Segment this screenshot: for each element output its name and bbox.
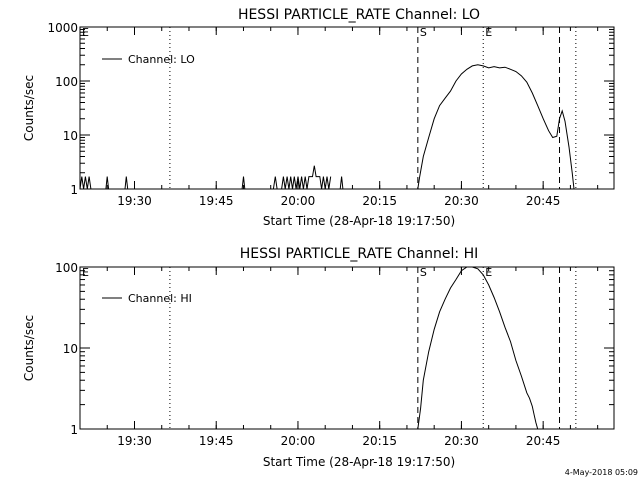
chart-hi-panel: HESSI PARTICLE_RATE Channel: HI Start Tim… (22, 246, 615, 469)
lo-series-line (124, 176, 129, 190)
lo-event-marker-label: S (420, 26, 427, 39)
lo-series-line (79, 176, 92, 190)
hi-x-axis-label: Start Time (28-Apr-18 19:17:50) (263, 455, 455, 469)
hi-y-tick-label: 1 (70, 423, 78, 437)
lo-y-axis-label: Counts/sec (22, 75, 36, 141)
lo-series-line (241, 176, 246, 190)
lo-y-tick-label: 1000 (47, 21, 78, 35)
footer-timestamp: 4-May-2018 05:09 (565, 468, 638, 477)
hi-legend-label: Channel: HI (128, 292, 192, 305)
lo-y-tick-label: 100 (55, 75, 78, 89)
lo-series-line (272, 176, 278, 190)
lo-x-axis-label: Start Time (28-Apr-18 19:17:50) (263, 214, 455, 228)
hi-event-marker-label: E (485, 266, 492, 279)
chart-lo-panel: HESSI PARTICLE_RATE Channel: LO Start Tim… (22, 7, 615, 228)
lo-plot-frame (79, 26, 615, 190)
hi-y-tick-label: 100 (55, 261, 78, 275)
hi-x-tick-label: 20:30 (444, 434, 479, 448)
hi-y-axis-label: Counts/sec (22, 315, 36, 381)
hi-event-marker-label: E (82, 266, 89, 279)
lo-legend-label: Channel: LO (128, 53, 195, 66)
hi-x-tick-label: 19:30 (117, 434, 152, 448)
hi-x-tick-label: 20:15 (362, 434, 397, 448)
lo-series-line (281, 165, 332, 190)
hi-x-tick-label: 20:45 (526, 434, 561, 448)
lo-x-tick-label: 20:15 (362, 194, 397, 208)
hi-x-tick-label: 20:00 (281, 434, 316, 448)
lo-x-tick-label: 19:45 (199, 194, 234, 208)
hi-event-marker-label: S (420, 266, 427, 279)
hi-x-tick-label: 19:45 (199, 434, 234, 448)
lo-series-line (105, 176, 110, 190)
lo-x-tick-label: 20:45 (526, 194, 561, 208)
lo-series-line (339, 176, 344, 190)
lo-series-line (417, 64, 575, 190)
lo-x-tick-label: 20:30 (444, 194, 479, 208)
lo-x-tick-label: 20:00 (281, 194, 316, 208)
lo-event-marker-label: E (82, 26, 89, 39)
lo-x-tick-label: 19:30 (117, 194, 152, 208)
hi-chart-title: HESSI PARTICLE_RATE Channel: HI (240, 246, 478, 262)
hi-series-line (417, 266, 539, 430)
hi-y-tick-label: 10 (63, 342, 78, 356)
lo-chart-title: HESSI PARTICLE_RATE Channel: LO (238, 7, 480, 23)
lo-y-tick-label: 10 (63, 129, 78, 143)
lo-event-marker-label: E (485, 26, 492, 39)
lo-y-tick-label: 1 (70, 183, 78, 197)
